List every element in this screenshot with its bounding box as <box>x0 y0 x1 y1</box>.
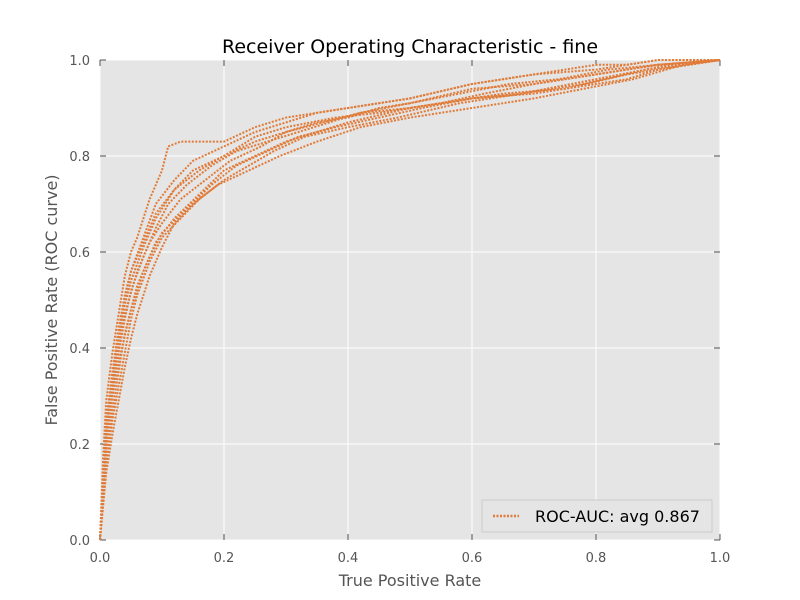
legend-box <box>481 499 713 533</box>
roc-curve-line <box>99 59 721 541</box>
y-tick-label: 0.4 <box>69 342 90 357</box>
roc-curve-line <box>99 59 721 541</box>
x-tick-label: 1.0 <box>710 551 731 566</box>
x-tick-label: 0.0 <box>90 551 111 566</box>
y-tick-label: 0.6 <box>69 246 90 261</box>
roc-curve-line <box>99 59 720 541</box>
roc-curve-line <box>99 59 721 541</box>
x-tick-label: 0.2 <box>214 551 235 566</box>
y-tick-label: 1.0 <box>69 54 90 69</box>
plot-area <box>100 60 720 540</box>
y-axis-title: False Positive Rate (ROC curve) <box>42 174 61 425</box>
y-tick-label: 0.0 <box>69 534 90 549</box>
axis-ticks: 0.0 0.2 0.4 0.6 0.8 1.0 0.0 0.2 0.4 0.6 0.8 1.0 <box>69 54 730 566</box>
x-axis-title: True Positive Rate <box>338 571 482 590</box>
x-tick-label: 0.8 <box>586 551 607 566</box>
x-tick-label: 0.6 <box>462 551 483 566</box>
y-tick-label: 0.2 <box>69 438 90 453</box>
chart-title: Receiver Operating Characteristic - fine <box>222 36 598 58</box>
legend-label: ROC-AUC: avg 0.867 <box>535 507 700 526</box>
y-tick-label: 0.8 <box>69 150 90 165</box>
roc-curves <box>99 59 721 541</box>
x-tick-label: 0.4 <box>338 551 359 566</box>
legend: ROC-AUC: avg 0.867 <box>481 499 713 533</box>
